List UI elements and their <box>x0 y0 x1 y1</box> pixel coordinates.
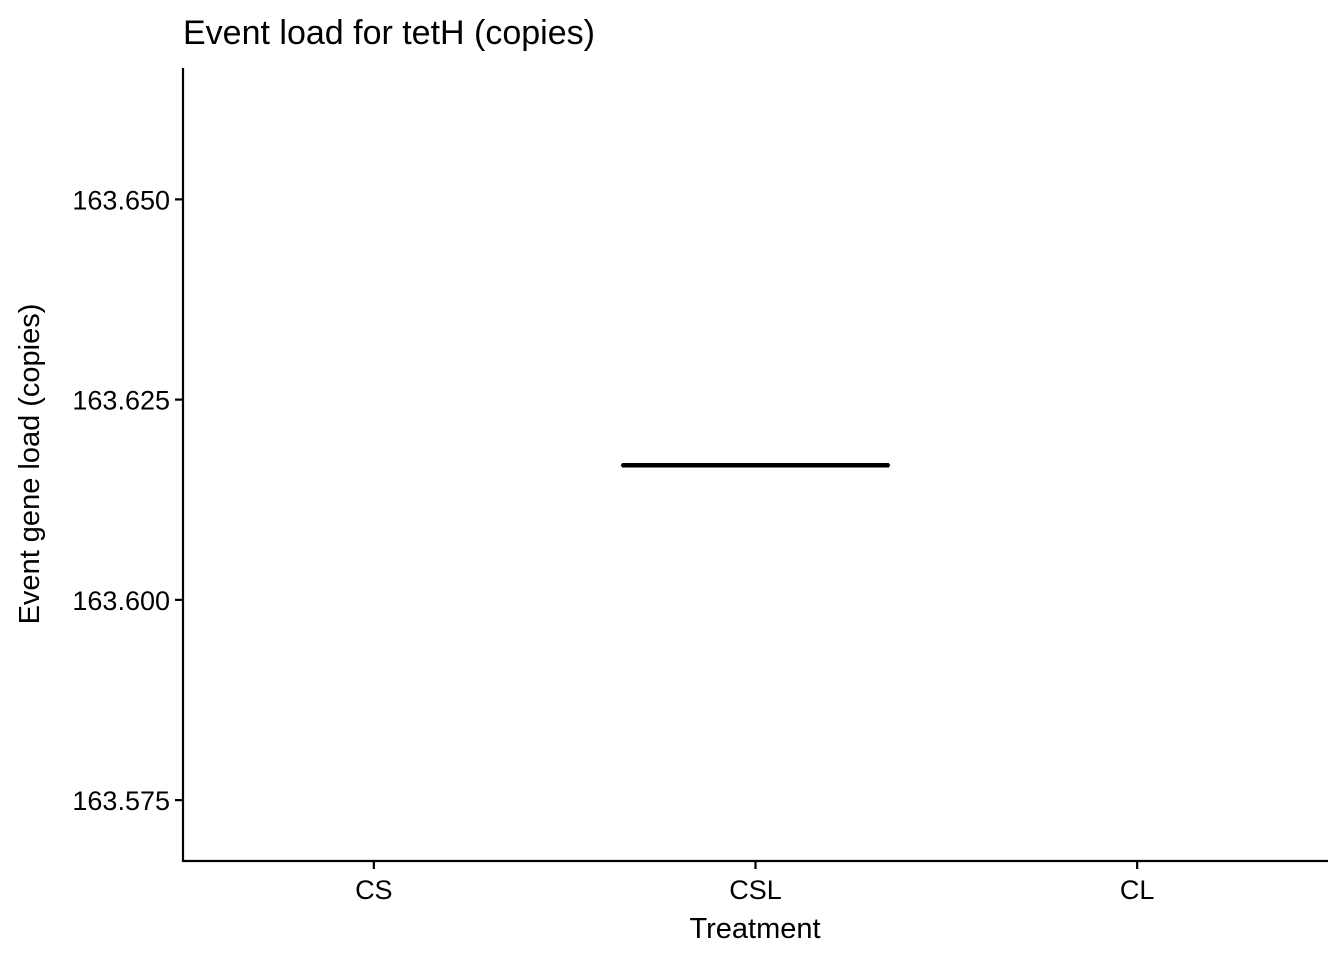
x-tick-label: CSL <box>729 875 782 905</box>
y-ticks: 163.575 163.600 163.625 163.650 <box>72 185 183 816</box>
y-tick-label: 163.575 <box>72 786 170 816</box>
x-tick-label: CL <box>1120 875 1155 905</box>
y-tick-label: 163.650 <box>72 185 170 215</box>
x-tick-label: CS <box>355 875 393 905</box>
y-axis-title: Event gene load (copies) <box>14 304 46 625</box>
x-ticks: CS CSL CL <box>355 861 1154 905</box>
chart-title: Event load for tetH (copies) <box>183 14 595 52</box>
y-tick-label: 163.600 <box>72 586 170 616</box>
x-axis-title: Treatment <box>689 913 820 945</box>
y-tick-label: 163.625 <box>72 386 170 416</box>
